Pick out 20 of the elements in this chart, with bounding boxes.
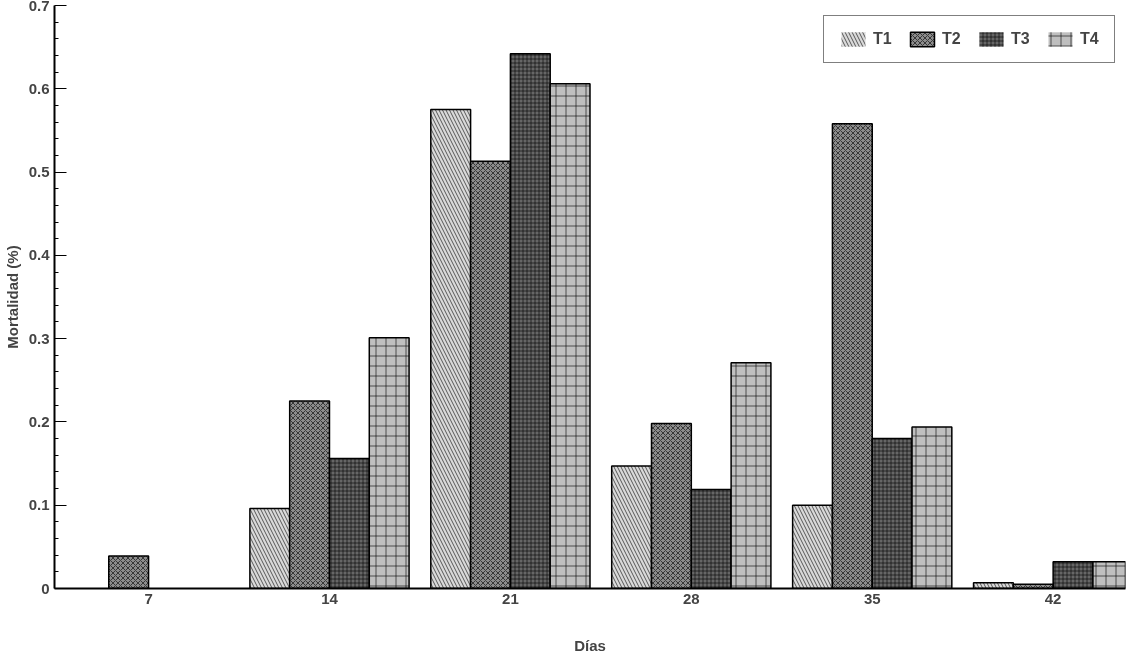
x-tick-label: 28 <box>682 589 700 607</box>
x-axis-title: Días <box>574 636 606 654</box>
y-tick-label: 0.6 <box>28 79 50 97</box>
y-tick-label: 0.5 <box>28 163 50 181</box>
x-tick-label: 7 <box>144 589 153 607</box>
y-tick-label: 0.3 <box>28 329 50 347</box>
x-tick-label: 42 <box>1044 589 1062 607</box>
x-tick-label: 21 <box>502 589 519 607</box>
x-tick-label: 14 <box>321 589 339 607</box>
y-tick-label: 0.4 <box>28 246 51 264</box>
legend-label: T3 <box>1011 30 1031 48</box>
y-axis-title: Mortalidad (%) <box>3 245 21 349</box>
y-tick-label: 0 <box>41 579 50 597</box>
y-tick-label: 0.2 <box>28 412 50 430</box>
legend-label: T4 <box>1080 30 1100 48</box>
y-tick-label: 0.1 <box>28 496 50 514</box>
legend-label: T1 <box>873 30 893 48</box>
legend-label: T2 <box>942 30 962 48</box>
y-tick-label: 0.7 <box>28 0 50 14</box>
x-tick-label: 35 <box>863 589 881 607</box>
